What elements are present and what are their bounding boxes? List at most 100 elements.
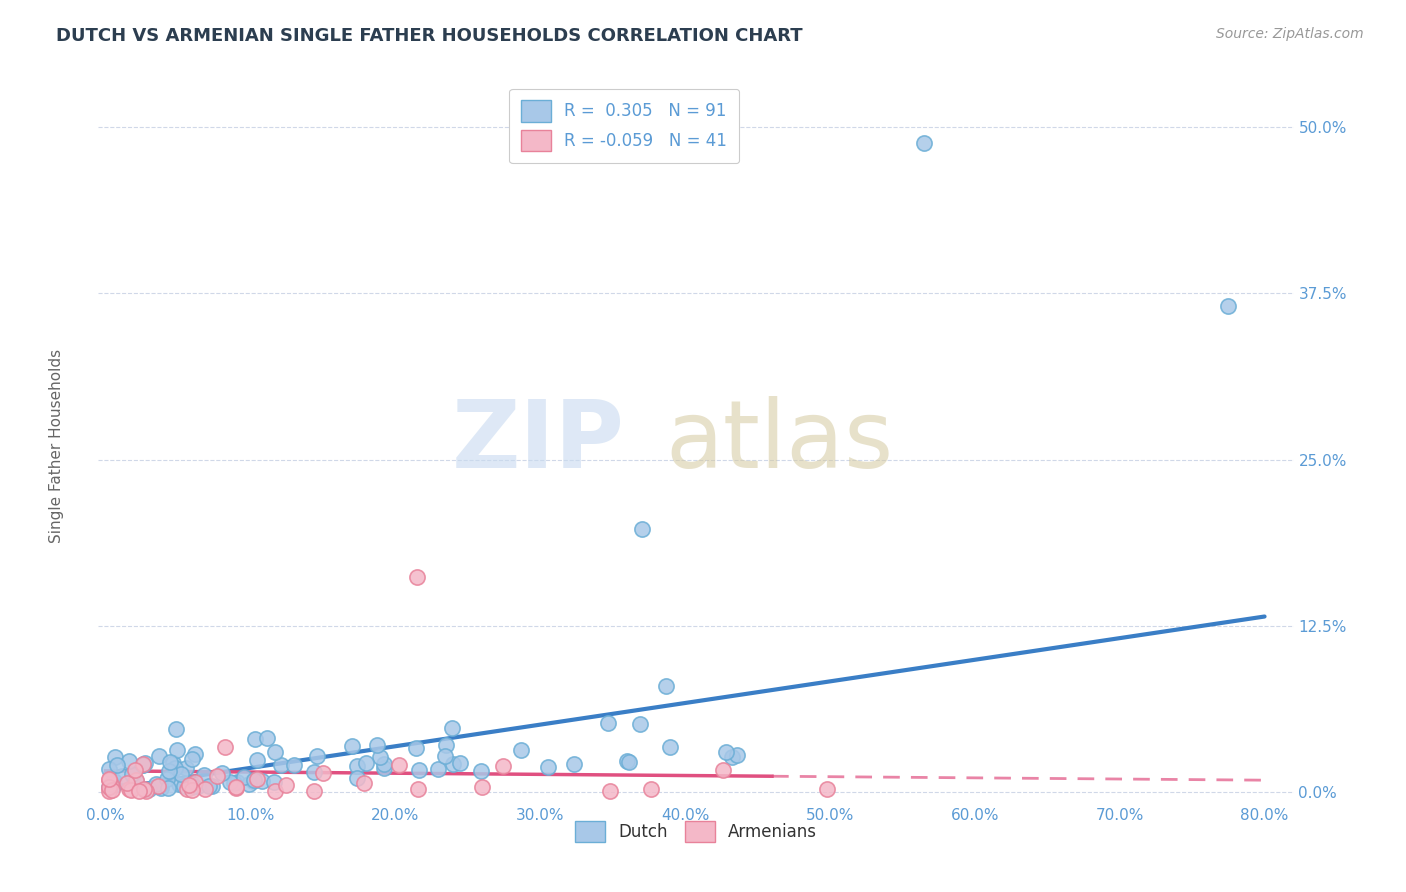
Point bbox=[654, 679, 676, 693]
Point bbox=[184, 775, 207, 789]
Text: Source: ZipAtlas.com: Source: ZipAtlas.com bbox=[1216, 27, 1364, 41]
Point bbox=[346, 759, 368, 773]
Point bbox=[125, 772, 148, 787]
Point bbox=[165, 760, 187, 774]
Point bbox=[640, 782, 662, 797]
Point bbox=[97, 762, 120, 776]
Point bbox=[302, 783, 325, 797]
Point bbox=[165, 723, 187, 737]
Point bbox=[243, 732, 266, 747]
Point bbox=[132, 757, 155, 772]
Point bbox=[105, 758, 128, 772]
Point bbox=[658, 739, 681, 754]
Point bbox=[205, 769, 228, 783]
Point bbox=[815, 782, 838, 797]
Point bbox=[179, 778, 201, 792]
Point bbox=[305, 749, 328, 764]
Point bbox=[243, 772, 266, 787]
Point bbox=[103, 774, 125, 789]
Point bbox=[304, 764, 326, 779]
Point bbox=[170, 767, 193, 781]
Point bbox=[120, 783, 142, 797]
Point bbox=[181, 783, 204, 797]
Point bbox=[263, 775, 285, 789]
Point bbox=[366, 738, 388, 752]
Point bbox=[121, 766, 143, 780]
Point bbox=[148, 779, 170, 793]
Point bbox=[187, 779, 209, 793]
Point bbox=[408, 763, 430, 777]
Point bbox=[434, 748, 457, 763]
Point bbox=[225, 780, 247, 795]
Text: ZIP: ZIP bbox=[451, 395, 624, 488]
Point bbox=[214, 740, 236, 755]
Point bbox=[132, 757, 155, 772]
Point bbox=[156, 781, 179, 796]
Point bbox=[146, 779, 169, 793]
Point bbox=[135, 784, 157, 798]
Point bbox=[150, 780, 173, 795]
Point bbox=[470, 764, 492, 778]
Text: atlas: atlas bbox=[665, 395, 894, 488]
Point bbox=[617, 755, 640, 769]
Point bbox=[118, 754, 141, 768]
Point bbox=[166, 743, 188, 757]
Point bbox=[201, 779, 224, 793]
Text: Single Father Households: Single Father Households bbox=[49, 349, 63, 543]
Point bbox=[180, 780, 202, 795]
Point bbox=[104, 749, 127, 764]
Point bbox=[256, 731, 278, 745]
Point bbox=[449, 756, 471, 770]
Point bbox=[222, 776, 245, 790]
Point bbox=[134, 756, 156, 771]
Point bbox=[103, 778, 125, 792]
Point bbox=[226, 775, 249, 789]
Point bbox=[193, 767, 215, 781]
Point bbox=[725, 747, 748, 762]
Point bbox=[628, 717, 651, 731]
Point bbox=[434, 738, 457, 752]
Point bbox=[270, 757, 292, 772]
Point bbox=[124, 763, 146, 777]
Point bbox=[630, 522, 652, 536]
Point bbox=[252, 773, 274, 788]
Point bbox=[174, 775, 197, 789]
Legend: Dutch, Armenians: Dutch, Armenians bbox=[568, 814, 824, 848]
Point bbox=[225, 780, 247, 794]
Point bbox=[246, 772, 269, 787]
Point bbox=[354, 756, 377, 770]
Point bbox=[97, 780, 120, 794]
Point bbox=[211, 766, 233, 780]
Point bbox=[111, 769, 134, 783]
Point bbox=[125, 773, 148, 788]
Point bbox=[145, 777, 167, 791]
Point bbox=[242, 773, 264, 788]
Point bbox=[174, 760, 197, 774]
Point bbox=[156, 772, 179, 787]
Point bbox=[138, 782, 160, 797]
Point bbox=[97, 784, 120, 798]
Point bbox=[162, 756, 184, 770]
Point bbox=[264, 745, 287, 759]
Point bbox=[100, 777, 122, 791]
Point bbox=[97, 780, 120, 794]
Point bbox=[283, 757, 305, 772]
Point bbox=[173, 779, 195, 793]
Point bbox=[405, 740, 427, 755]
Point bbox=[97, 772, 120, 786]
Point bbox=[198, 779, 221, 793]
Point bbox=[510, 743, 533, 757]
Point bbox=[194, 782, 217, 797]
Point bbox=[720, 749, 742, 764]
Point bbox=[232, 771, 254, 785]
Point bbox=[711, 763, 734, 777]
Point bbox=[118, 781, 141, 796]
Point bbox=[599, 784, 621, 798]
Text: DUTCH VS ARMENIAN SINGLE FATHER HOUSEHOLDS CORRELATION CHART: DUTCH VS ARMENIAN SINGLE FATHER HOUSEHOL… bbox=[56, 27, 803, 45]
Point bbox=[157, 764, 180, 779]
Point bbox=[340, 739, 363, 753]
Point bbox=[131, 757, 153, 772]
Point bbox=[97, 772, 120, 787]
Point bbox=[149, 778, 172, 792]
Point bbox=[159, 756, 181, 770]
